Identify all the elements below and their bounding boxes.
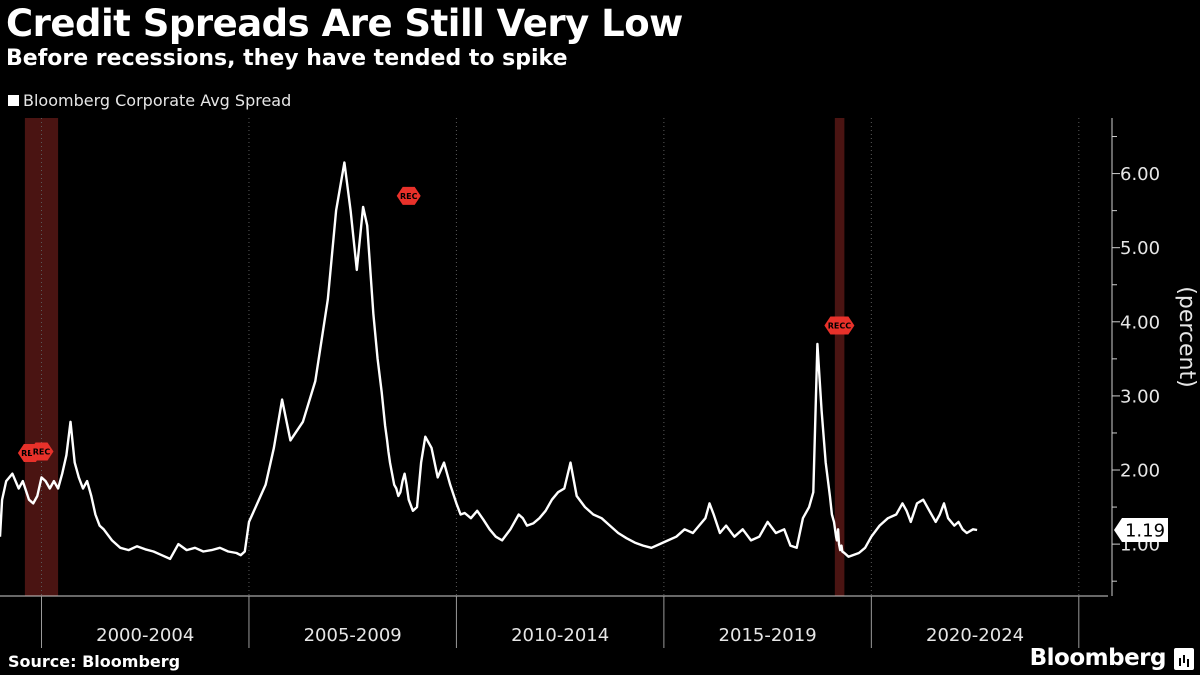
y-tick-label: 4.00 (1120, 312, 1160, 333)
last-value-callout (1114, 518, 1168, 543)
spread-line (0, 161, 978, 561)
x-period-label: 2015-2019 (719, 625, 817, 646)
legend-swatch (8, 95, 19, 106)
recession-band (24, 118, 59, 596)
recession-marker-label: REC (33, 447, 51, 456)
recession-marker (824, 316, 855, 335)
y-tick-label: 6.00 (1120, 164, 1160, 185)
chart-subtitle: Before recessions, they have tended to s… (6, 46, 568, 71)
source-note: Source: Bloomberg (8, 652, 181, 671)
y-tick-label: 3.00 (1120, 386, 1160, 407)
y-tick-label: 2.00 (1120, 461, 1160, 482)
y-axis-label: (percent) (1174, 286, 1199, 387)
bloomberg-terminal-icon (1174, 648, 1194, 670)
y-tick-label: 5.00 (1120, 238, 1160, 259)
x-period-label: 2005-2009 (304, 625, 402, 646)
recession-band (834, 118, 845, 596)
recession-marker (396, 186, 421, 205)
last-value-label: 1.19 (1125, 521, 1165, 542)
x-period-label: 2010-2014 (511, 625, 609, 646)
recession-marker-label: REC (400, 192, 418, 201)
recession-marker-label: REC (21, 449, 39, 458)
legend: Bloomberg Corporate Avg Spread (8, 91, 291, 110)
x-period-label: 2000-2004 (96, 625, 194, 646)
brand-wordmark: Bloomberg (1029, 645, 1167, 671)
x-period-label: 2020-2024 (926, 625, 1024, 646)
chart-title: Credit Spreads Are Still Very Low (6, 2, 683, 45)
legend-label: Bloomberg Corporate Avg Spread (23, 91, 292, 110)
recession-marker (29, 442, 54, 461)
recession-marker-label: RECC (828, 322, 851, 331)
